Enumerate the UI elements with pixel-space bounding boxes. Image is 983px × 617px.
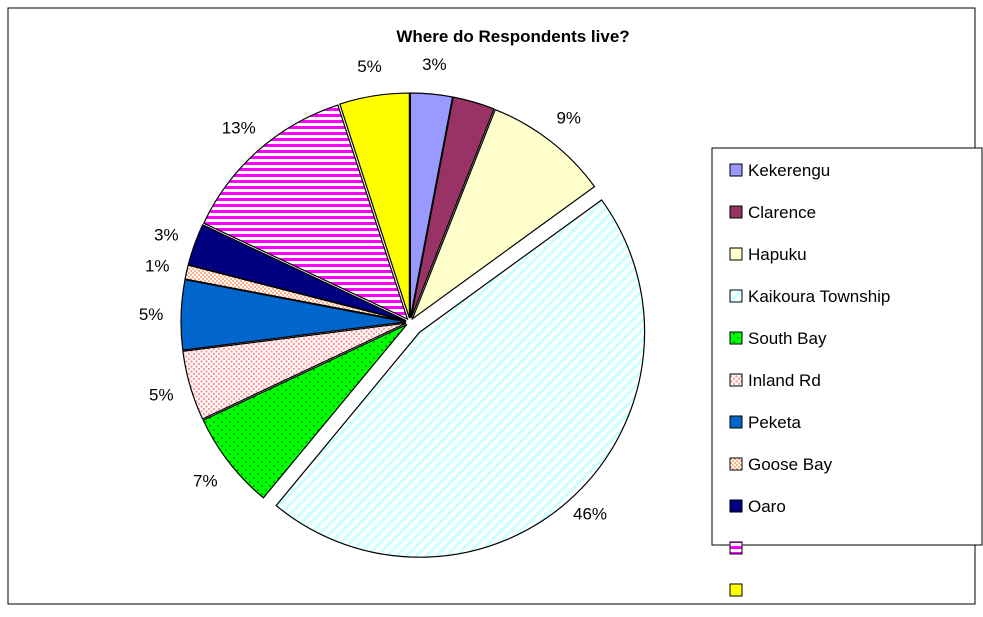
chart-title: Where do Respondents live?: [396, 27, 629, 46]
legend-label-hapuku: Hapuku: [748, 245, 807, 264]
data-label-oaro: 3%: [154, 225, 179, 244]
pie-data-labels: 3% 9% 46% 7% 5% 5% 1% 3% 13% 5%: [139, 55, 607, 524]
data-label-kekerengu: 3%: [422, 55, 447, 74]
pie-slice-slice-9: [202, 104, 409, 321]
data-label-hapuku: 9%: [556, 108, 581, 127]
legend-swatch-goose-bay: [729, 457, 743, 471]
legend-label-peketa: Peketa: [748, 413, 801, 432]
data-label-inland-rd: 5%: [149, 385, 174, 404]
legend-swatch-kekerengu: [729, 163, 743, 177]
legend-label-kekerengu: Kekerengu: [748, 161, 830, 180]
legend-swatch-inland-rd: [729, 373, 743, 387]
pie-slice-oaro: [187, 224, 407, 322]
pie-slice-kaikoura-township: [275, 199, 646, 558]
legend-swatch-slice-9: [729, 541, 743, 555]
data-label-peketa: 5%: [139, 305, 164, 324]
legend-label-inland-rd: Inland Rd: [748, 371, 821, 390]
legend-swatch-kaikoura-township: [729, 289, 743, 303]
pie-slice-peketa: [180, 279, 407, 351]
legend-label-clarence: Clarence: [748, 203, 816, 222]
pie-slice-slice-10: [339, 92, 410, 319]
data-label-slice-10: 5%: [357, 57, 382, 76]
legend-swatch-peketa: [729, 415, 743, 429]
pie-slice-kekerengu: [409, 92, 454, 319]
legend-label-goose-bay: Goose Bay: [748, 455, 833, 474]
pie-slice-inland-rd: [182, 322, 407, 420]
legend-swatch-hapuku: [729, 247, 743, 261]
legend-swatch-oaro: [729, 499, 743, 513]
legend-label-oaro: Oaro: [748, 497, 786, 516]
pie-slice-south-bay: [202, 323, 408, 499]
pie-slice-hapuku: [411, 108, 596, 321]
legend-box: [711, 147, 983, 546]
legend-swatch-south-bay: [729, 331, 743, 345]
data-label-slice-9: 13%: [222, 119, 256, 138]
data-label-kaikoura-township: 46%: [573, 505, 607, 524]
data-label-goose-bay: 1%: [145, 257, 170, 276]
data-label-south-bay: 7%: [193, 472, 218, 491]
legend-swatch-clarence: [729, 205, 743, 219]
pie-slices: [180, 92, 646, 558]
legend: Kekerengu Clarence Hapuku Kaikoura Township…: [711, 147, 983, 597]
legend-label-south-bay: South Bay: [748, 329, 827, 348]
legend-label-kaikoura-township: Kaikoura Township: [748, 287, 890, 306]
legend-swatch-slice-10: [729, 583, 743, 597]
pie-slice-clarence: [410, 96, 495, 319]
